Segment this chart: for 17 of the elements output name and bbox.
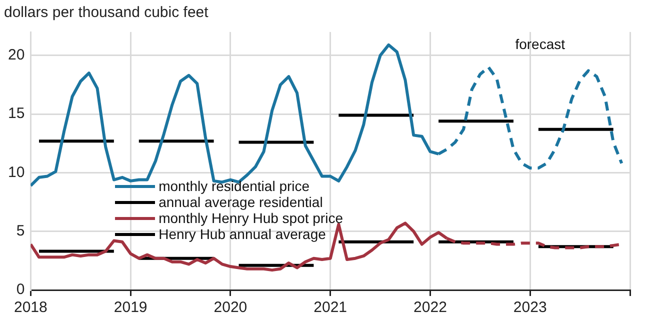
x-tick-label: 2023 (513, 299, 547, 316)
x-tick-label: 2021 (314, 299, 348, 316)
y-tick-label: 20 (8, 46, 25, 64)
legend-label: monthly residential price (158, 178, 310, 194)
y-axis-title: dollars per thousand cubic feet (4, 4, 208, 21)
y-tick-label: 5 (16, 222, 25, 240)
annotation: forecast (515, 36, 566, 52)
y-tick-label: 15 (8, 105, 25, 122)
legend-label: Henry Hub annual average (158, 226, 326, 242)
x-tick-label: 2019 (114, 299, 148, 316)
y-tick-label: 10 (8, 164, 25, 181)
legend-label: monthly Henry Hub spot price (158, 210, 343, 226)
legend-label: annual average residential (158, 194, 323, 210)
x-tick-label: 2018 (14, 299, 48, 316)
x-tick-label: 2020 (214, 299, 248, 316)
y-tick-label: 0 (16, 281, 25, 298)
x-tick-label: 2022 (414, 299, 447, 316)
